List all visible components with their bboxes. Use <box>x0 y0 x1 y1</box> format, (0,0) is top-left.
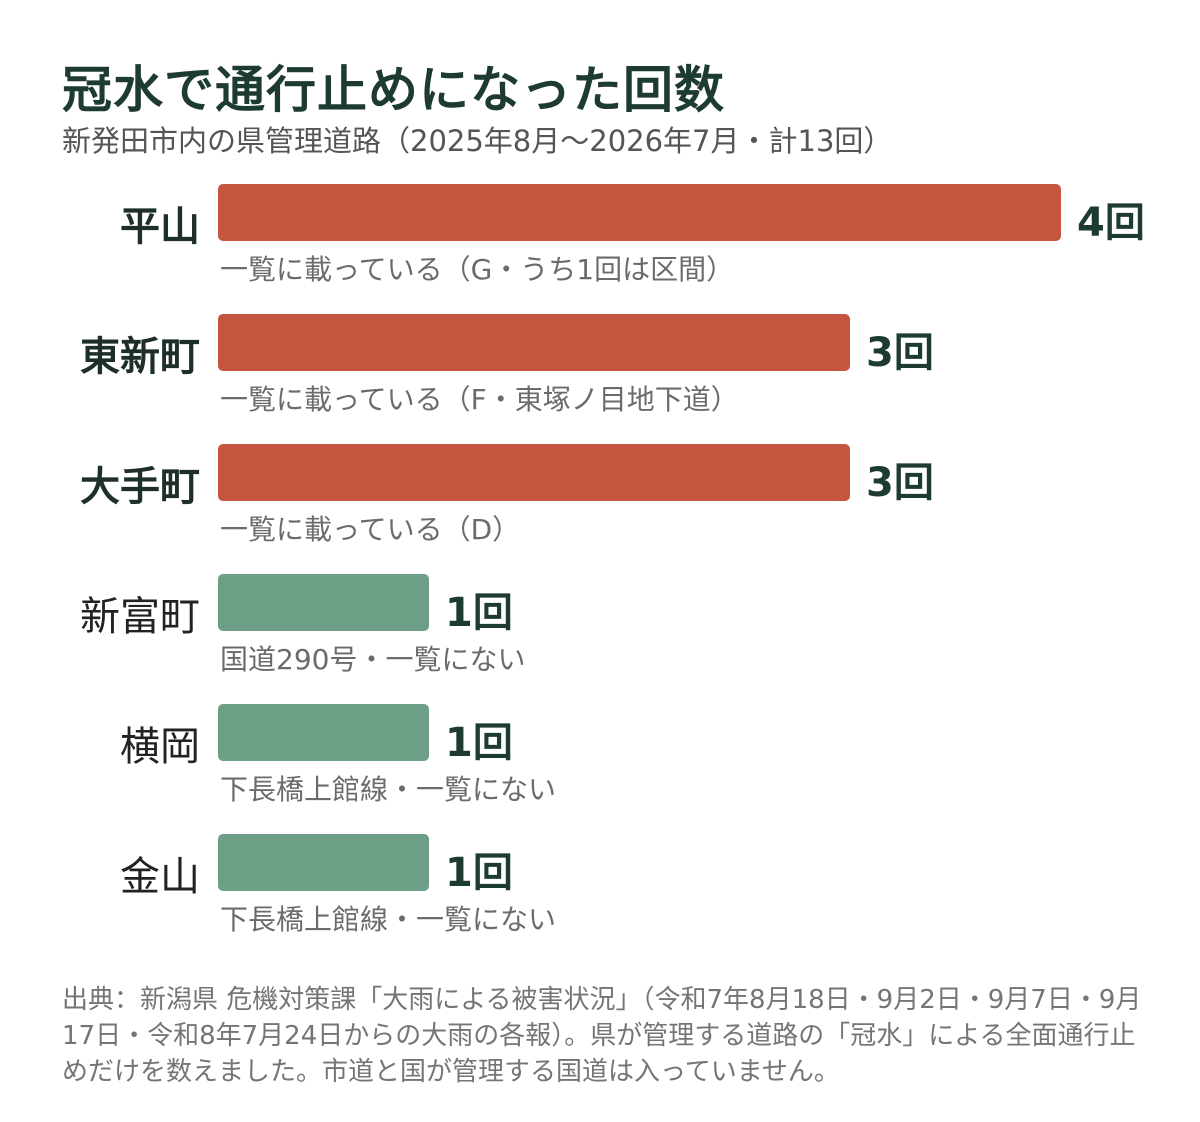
category-label: 大手町 <box>80 464 200 510</box>
bar-note: 一覧に載っている（F・東塚ノ目地下道） <box>220 383 739 416</box>
bar-note: 一覧に載っている（D） <box>220 513 521 546</box>
value-label: 1回 <box>445 720 513 766</box>
source-note: 出典：新潟県 危機対策課「大雨による被害状況」（令和7年8月18日・9月2日・9… <box>62 985 1142 1087</box>
category-label: 平山 <box>120 204 200 250</box>
bar <box>218 574 429 631</box>
bar-row: 新富町 1回国道290号・一覧にない <box>0 574 1200 684</box>
category-label: 横岡 <box>120 724 200 770</box>
bar-note: 国道290号・一覧にない <box>220 643 526 676</box>
value-label: 3回 <box>866 330 934 376</box>
bar-row: 大手町 3回一覧に載っている（D） <box>0 444 1200 554</box>
bar-row: 横岡 1回下長橋上館線・一覧にない <box>0 704 1200 814</box>
value-label: 4回 <box>1077 200 1145 246</box>
bar-note: 下長橋上館線・一覧にない <box>220 773 557 806</box>
bar-note: 一覧に載っている（G・うち1回は区間） <box>220 253 735 286</box>
chart-subtitle: 新発田市内の県管理道路（2025年8月～2026年7月・計13回） <box>62 124 893 158</box>
bar <box>218 184 1061 241</box>
category-label: 新富町 <box>80 594 200 640</box>
bar-row: 金山 1回下長橋上館線・一覧にない <box>0 834 1200 944</box>
category-label: 金山 <box>120 854 200 900</box>
bar <box>218 834 429 891</box>
bar-note: 下長橋上館線・一覧にない <box>220 903 557 936</box>
bar <box>218 314 850 371</box>
value-label: 3回 <box>866 460 934 506</box>
value-label: 1回 <box>445 850 513 896</box>
bar <box>218 444 850 501</box>
value-label: 1回 <box>445 590 513 636</box>
bar-row: 東新町 3回一覧に載っている（F・東塚ノ目地下道） <box>0 314 1200 424</box>
chart-title: 冠水で通行止めになった回数 <box>62 61 725 119</box>
category-label: 東新町 <box>80 334 200 380</box>
bar <box>218 704 429 761</box>
bar-row: 平山 4回一覧に載っている（G・うち1回は区間） <box>0 184 1200 294</box>
